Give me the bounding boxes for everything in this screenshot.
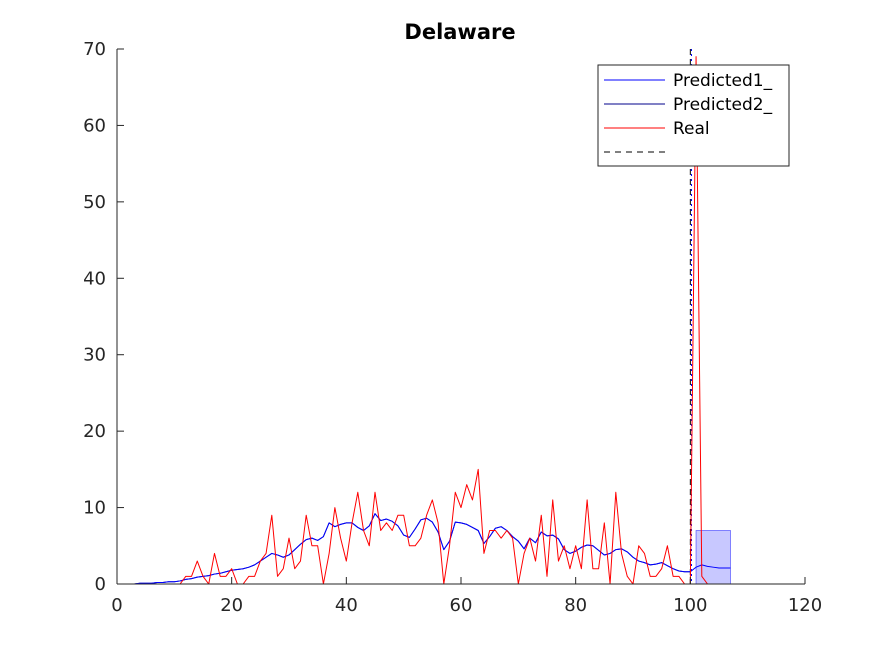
plot-area xyxy=(122,49,731,584)
x-tick-label: 0 xyxy=(111,595,122,616)
axes: 0 20 40 60 80 100 120 0 10 20 30 40 50 60 70 xyxy=(83,39,822,616)
legend: Predicted1_ Predicted2_ Real xyxy=(597,64,790,167)
x-tick-label: 60 xyxy=(450,595,473,616)
series-line-real xyxy=(122,56,731,584)
series-line-predicted1 xyxy=(122,513,731,584)
y-tick-label: 30 xyxy=(83,345,106,366)
x-tick-label: 100 xyxy=(673,595,707,616)
legend-label: Predicted2_ xyxy=(673,95,773,115)
legend-label: Real xyxy=(673,119,710,139)
y-tick-label: 70 xyxy=(83,39,106,60)
chart-title: Delaware xyxy=(404,20,515,44)
legend-label: Predicted1_ xyxy=(673,71,773,91)
legend-box xyxy=(597,64,790,167)
x-tick-label: 20 xyxy=(220,595,243,616)
x-tick-label: 40 xyxy=(335,595,358,616)
y-tick-label: 40 xyxy=(83,268,106,289)
y-tick-label: 20 xyxy=(83,421,106,442)
x-tick-label: 120 xyxy=(788,595,822,616)
y-tick-label: 50 xyxy=(83,192,106,213)
plot-content xyxy=(122,49,731,584)
y-tick-label: 10 xyxy=(83,498,106,519)
x-tick-label: 80 xyxy=(564,595,587,616)
y-tick-label: 60 xyxy=(83,115,106,136)
y-tick-label: 0 xyxy=(95,574,106,595)
